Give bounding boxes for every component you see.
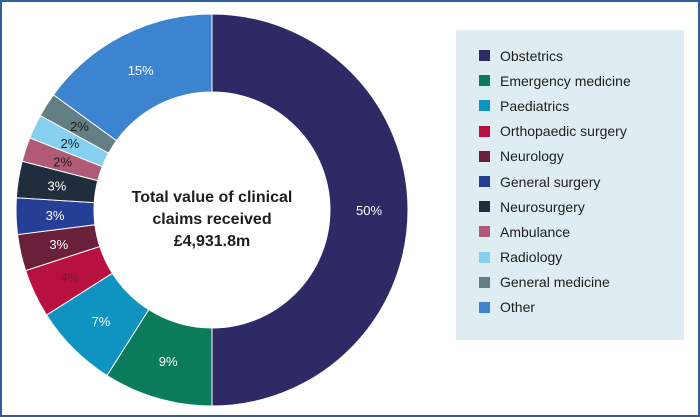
legend-item-paediatrics: Paediatrics (479, 93, 684, 118)
legend-swatch (479, 50, 490, 62)
slice-other (52, 13, 213, 142)
legend-label: Ambulance (500, 223, 571, 240)
legend-swatch (479, 201, 490, 213)
legend-label: Neurology (500, 148, 564, 165)
center-label-line-2: claims received £4,931.8m (152, 211, 272, 250)
slice-label-orthopaedic-surgery: 4% (61, 270, 80, 285)
legend-label: Paediatrics (500, 97, 570, 114)
legend-swatch (479, 150, 490, 162)
slice-label-other: 15% (128, 63, 154, 78)
legend-item-general-medicine: General medicine (479, 270, 684, 295)
legend-label: Orthopaedic surgery (500, 123, 627, 140)
legend-item-orthopaedic-surgery: Orthopaedic surgery (479, 119, 684, 144)
slice-label-neurology: 3% (49, 237, 68, 252)
legend-label: Obstetrics (500, 47, 564, 64)
legend-swatch (479, 100, 490, 112)
slice-label-emergency-medicine: 9% (159, 354, 178, 369)
slice-label-general-surgery: 3% (46, 208, 65, 223)
legend-label: Other (500, 299, 536, 316)
slice-label-radiology: 2% (61, 136, 80, 151)
chart-legend: Obstetrics Emergency medicine Paediatrics O… (456, 30, 684, 340)
chart-center-label: Total value of clinical claims received … (112, 187, 312, 253)
center-label-line-1: Total value of clinical (131, 189, 293, 206)
legend-item-ambulance: Ambulance (479, 219, 684, 244)
slice-obstetrics (211, 13, 409, 407)
legend-swatch (479, 251, 490, 263)
legend-label: General surgery (500, 173, 601, 190)
legend-item-obstetrics: Obstetrics (479, 43, 684, 68)
slice-label-neurosurgery: 3% (48, 178, 67, 193)
legend-item-general-surgery: General surgery (479, 169, 684, 194)
donut-chart: 50% 9% 7% 4% 3% 3% 3% 2% 2% 2% 15% (15, 13, 409, 407)
legend-item-radiology: Radiology (479, 245, 684, 270)
legend-label: Neurosurgery (500, 198, 585, 215)
legend-swatch (479, 301, 490, 313)
legend-swatch (479, 176, 490, 188)
legend-swatch (479, 276, 490, 288)
legend-swatch (479, 75, 490, 87)
legend-item-neurology: Neurology (479, 144, 684, 169)
slice-label-obstetrics: 50% (356, 203, 382, 218)
legend-swatch (479, 125, 490, 137)
legend-swatch (479, 226, 490, 238)
slice-label-paediatrics: 7% (92, 314, 111, 329)
slice-label-general-medicine: 2% (70, 119, 89, 134)
legend-label: Emergency medicine (500, 72, 631, 89)
legend-item-neurosurgery: Neurosurgery (479, 194, 684, 219)
legend-label: General medicine (500, 274, 610, 291)
legend-item-other: Other (479, 295, 684, 320)
slice-label-ambulance: 2% (53, 154, 72, 169)
legend-item-emergency-medicine: Emergency medicine (479, 68, 684, 93)
legend-label: Radiology (500, 249, 563, 266)
